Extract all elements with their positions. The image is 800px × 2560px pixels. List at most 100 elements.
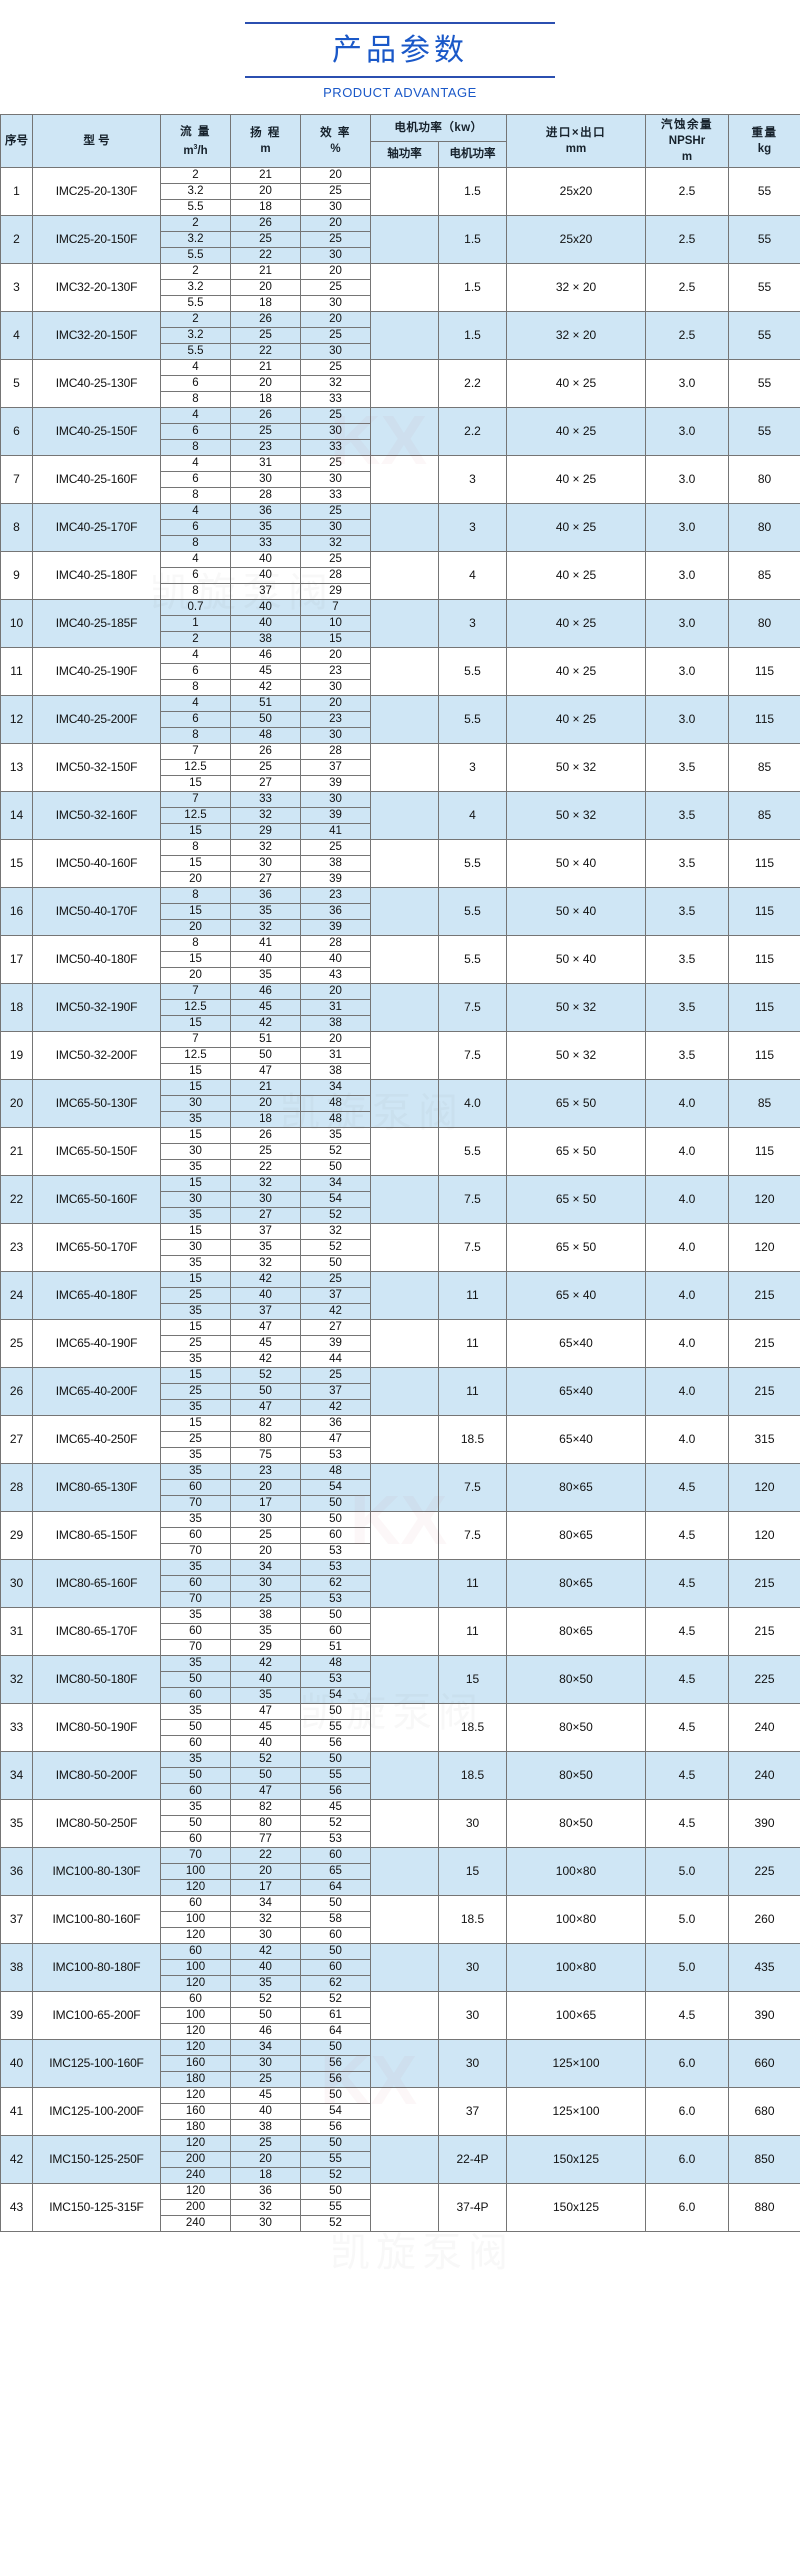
cell-ports: 100×80 xyxy=(506,1943,646,1992)
cell-shaft-power xyxy=(370,1271,439,1320)
cell-npsh: 3.5 xyxy=(645,791,729,840)
cell-flow: 35 xyxy=(160,1607,231,1624)
cell-weight: 215 xyxy=(728,1319,800,1368)
cell-motor-power: 30 xyxy=(438,1991,507,2040)
cell-npsh: 4.5 xyxy=(645,1559,729,1608)
cell-motor-power: 7.5 xyxy=(438,983,507,1032)
cell-head: 48 xyxy=(230,727,301,744)
cell-weight: 85 xyxy=(728,1079,800,1128)
col-header-weight-unit: kg xyxy=(757,143,772,155)
table-row: 20 35 43 xyxy=(1,967,800,984)
cell-motor-power: 7.5 xyxy=(438,1223,507,1272)
cell-npsh: 2.5 xyxy=(645,167,729,216)
cell-flow: 6 xyxy=(160,423,231,440)
cell-flow: 30 xyxy=(160,1095,231,1112)
cell-head: 40 xyxy=(230,951,301,968)
cell-eff: 33 xyxy=(300,439,371,456)
cell-flow: 35 xyxy=(160,1351,231,1368)
cell-eff: 53 xyxy=(300,1591,371,1608)
cell-eff: 37 xyxy=(300,1287,371,1304)
cell-motor-power: 5.5 xyxy=(438,887,507,936)
cell-ports: 40 × 25 xyxy=(506,407,646,456)
cell-flow: 60 xyxy=(160,1623,231,1640)
cell-flow: 180 xyxy=(160,2119,231,2136)
cell-motor-power: 11 xyxy=(438,1271,507,1320)
cell-shaft-power xyxy=(370,1223,439,1272)
table-row: 35 32 50 xyxy=(1,1255,800,1272)
cell-weight: 390 xyxy=(728,1991,800,2040)
cell-npsh: 6.0 xyxy=(645,2039,729,2088)
cell-shaft-power xyxy=(370,215,439,264)
cell-eff: 48 xyxy=(300,1095,371,1112)
cell-weight: 315 xyxy=(728,1415,800,1464)
cell-motor-power: 7.5 xyxy=(438,1463,507,1512)
cell-flow: 2 xyxy=(160,263,231,280)
cell-flow: 7 xyxy=(160,983,231,1000)
cell-motor-power: 18.5 xyxy=(438,1415,507,1464)
cell-head: 50 xyxy=(230,1767,301,1784)
cell-model: IMC100-80-130F xyxy=(32,1847,161,1896)
cell-head: 36 xyxy=(230,503,301,520)
cell-no: 35 xyxy=(0,1799,33,1848)
cell-eff: 32 xyxy=(300,535,371,552)
cell-eff: 56 xyxy=(300,2119,371,2136)
col-header-shaft-power: 轴功率 xyxy=(370,140,439,168)
table-row: 25 80 47 xyxy=(1,1431,800,1448)
cell-head: 30 xyxy=(230,2055,301,2072)
cell-shaft-power xyxy=(370,1943,439,1992)
cell-head: 50 xyxy=(230,2007,301,2024)
cell-model: IMC65-50-150F xyxy=(32,1127,161,1176)
cell-motor-power: 1.5 xyxy=(438,263,507,312)
table-row: 32 IMC80-50-180F 35 42 48 15 80×50 4.5 225 xyxy=(0,1655,800,1704)
cell-head: 25 xyxy=(230,2071,301,2088)
cell-motor-power: 30 xyxy=(438,1799,507,1848)
cell-shaft-power xyxy=(370,1319,439,1368)
cell-motor-power: 1.5 xyxy=(438,215,507,264)
cell-head: 29 xyxy=(230,1639,301,1656)
cell-eff: 55 xyxy=(300,2151,371,2168)
table-row: 31 IMC80-65-170F 35 38 50 11 80×65 4.5 215 xyxy=(0,1607,800,1656)
cell-ports: 80×65 xyxy=(506,1463,646,1512)
cell-motor-power: 5.5 xyxy=(438,647,507,696)
cell-eff: 52 xyxy=(300,1207,371,1224)
cell-no: 22 xyxy=(0,1175,33,1224)
cell-head: 47 xyxy=(230,1399,301,1416)
cell-flow: 6 xyxy=(160,663,231,680)
cell-head: 32 xyxy=(230,839,301,856)
cell-eff: 54 xyxy=(300,1479,371,1496)
cell-eff: 50 xyxy=(300,1751,371,1768)
cell-eff: 20 xyxy=(300,263,371,280)
cell-flow: 70 xyxy=(160,1543,231,1560)
cell-flow: 3.2 xyxy=(160,231,231,248)
cell-flow: 60 xyxy=(160,1895,231,1912)
cell-flow: 35 xyxy=(160,1207,231,1224)
cell-no: 26 xyxy=(0,1367,33,1416)
cell-head: 23 xyxy=(230,439,301,456)
cell-motor-power: 5.5 xyxy=(438,839,507,888)
table-row: 15 42 38 xyxy=(1,1015,800,1032)
cell-weight: 390 xyxy=(728,1799,800,1848)
cell-head: 34 xyxy=(230,2039,301,2056)
cell-no: 8 xyxy=(0,503,33,552)
cell-no: 13 xyxy=(0,743,33,792)
cell-eff: 41 xyxy=(300,823,371,840)
cell-head: 36 xyxy=(230,887,301,904)
cell-model: IMC100-65-200F xyxy=(32,1991,161,2040)
col-header-power-group: 电机功率（kw） xyxy=(370,114,507,142)
cell-flow: 12.5 xyxy=(160,999,231,1016)
cell-no: 33 xyxy=(0,1703,33,1752)
cell-eff: 50 xyxy=(300,1943,371,1960)
cell-flow: 35 xyxy=(160,1399,231,1416)
cell-head: 40 xyxy=(230,1735,301,1752)
cell-flow: 4 xyxy=(160,359,231,376)
cell-motor-power: 11 xyxy=(438,1607,507,1656)
cell-head: 33 xyxy=(230,791,301,808)
cell-flow: 8 xyxy=(160,583,231,600)
cell-ports: 80×50 xyxy=(506,1751,646,1800)
cell-ports: 32 × 20 xyxy=(506,311,646,360)
cell-head: 22 xyxy=(230,1159,301,1176)
cell-eff: 25 xyxy=(300,1367,371,1384)
cell-flow: 15 xyxy=(160,951,231,968)
cell-eff: 30 xyxy=(300,295,371,312)
cell-eff: 56 xyxy=(300,1735,371,1752)
